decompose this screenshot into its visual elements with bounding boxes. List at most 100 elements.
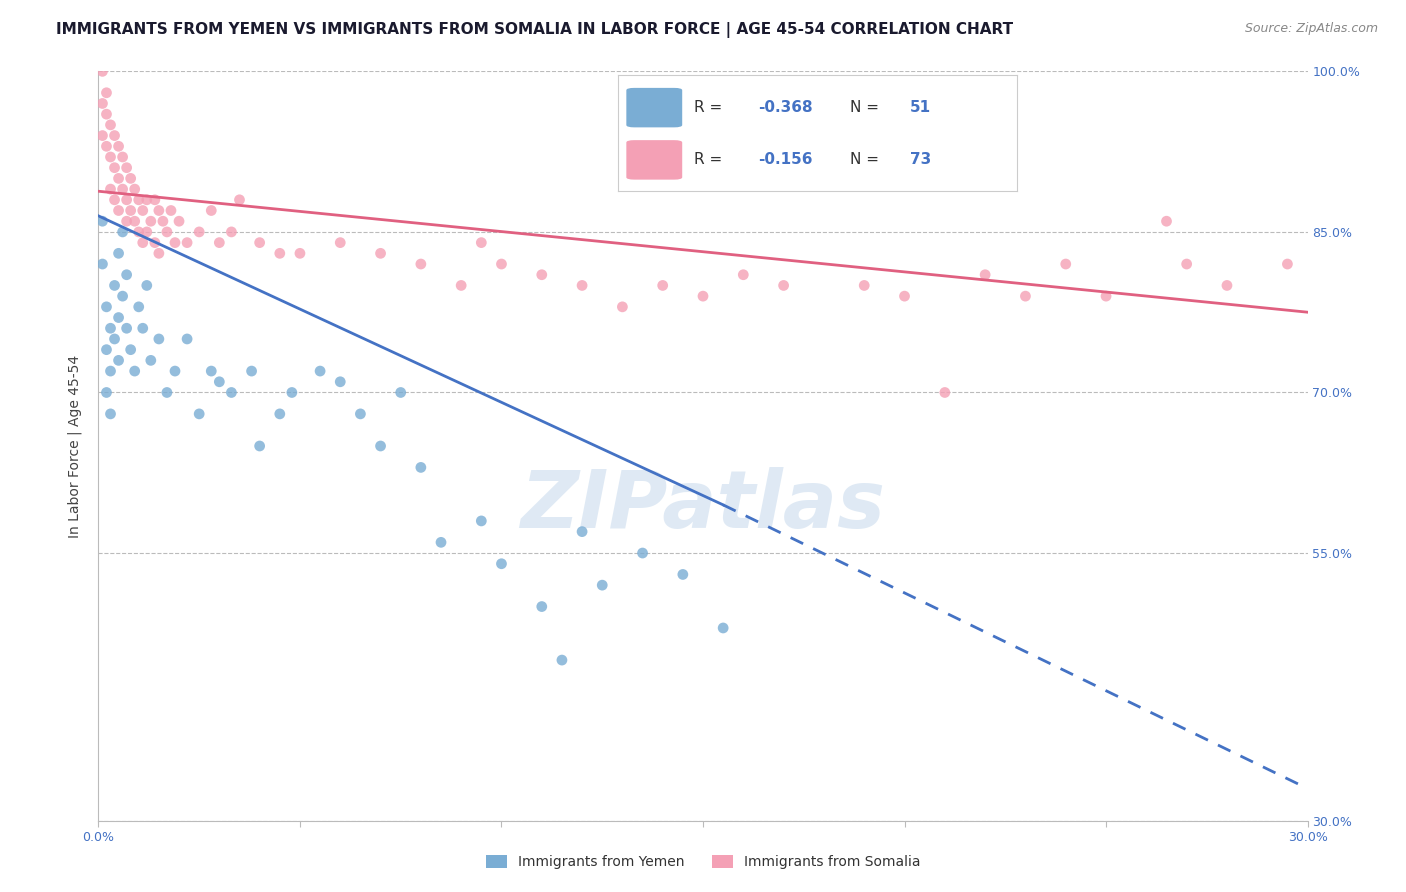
Point [91,214,114,228]
Point [571,524,593,539]
Point [163,235,186,250]
Point [200,203,222,218]
Point [450,278,472,293]
Point [128,193,150,207]
Point [148,203,170,218]
Point [631,546,654,560]
Point [288,246,311,260]
Point [100,321,122,335]
Point [1095,289,1118,303]
Point [115,214,138,228]
Point [163,364,186,378]
Point [96,343,118,357]
Point [571,278,593,293]
Point [135,193,157,207]
Point [103,128,125,143]
Point [91,96,114,111]
Point [491,257,513,271]
Point [100,407,122,421]
Point [389,385,412,400]
Point [349,407,371,421]
Point [491,557,513,571]
Point [120,203,142,218]
Point [188,407,211,421]
Point [200,364,222,378]
Point [974,268,997,282]
Point [430,535,453,549]
Point [1216,278,1239,293]
Text: Source: ZipAtlas.com: Source: ZipAtlas.com [1244,22,1378,36]
Point [1277,257,1299,271]
Point [111,182,134,196]
Text: ZIPatlas: ZIPatlas [520,467,886,545]
Point [269,407,291,421]
Point [100,364,122,378]
Point [96,300,118,314]
Point [176,332,198,346]
Point [103,193,125,207]
Point [240,364,263,378]
Point [148,246,170,260]
Point [100,150,122,164]
Point [228,193,250,207]
Point [409,257,432,271]
Point [470,514,492,528]
Point [124,182,146,196]
Point [132,321,155,335]
Point [124,364,146,378]
Point [96,385,118,400]
Point [221,225,243,239]
Point [128,300,150,314]
Point [309,364,332,378]
Point [551,653,574,667]
Point [612,300,634,314]
Point [934,385,956,400]
Point [530,268,553,282]
Point [160,203,183,218]
Point [221,385,243,400]
Point [135,278,157,293]
Point [249,439,271,453]
Point [733,268,755,282]
Point [135,225,157,239]
Text: IMMIGRANTS FROM YEMEN VS IMMIGRANTS FROM SOMALIA IN LABOR FORCE | AGE 45-54 CORR: IMMIGRANTS FROM YEMEN VS IMMIGRANTS FROM… [56,22,1014,38]
Y-axis label: In Labor Force | Age 45-54: In Labor Force | Age 45-54 [67,354,83,538]
Point [176,235,198,250]
Point [91,64,114,78]
Point [111,289,134,303]
Point [281,385,304,400]
Point [167,214,190,228]
Point [409,460,432,475]
Point [103,161,125,175]
Point [329,375,352,389]
Point [111,150,134,164]
Point [188,225,211,239]
Point [772,278,794,293]
Point [208,235,231,250]
Point [152,214,174,228]
Point [530,599,553,614]
Point [132,203,155,218]
Point [107,139,129,153]
Point [143,235,166,250]
Point [1156,214,1178,228]
Point [143,193,166,207]
Point [269,246,291,260]
Point [107,310,129,325]
Point [591,578,613,592]
Point [672,567,695,582]
Point [370,246,392,260]
Point [893,289,915,303]
Point [1175,257,1198,271]
Point [107,171,129,186]
Point [1054,257,1077,271]
Point [103,278,125,293]
Point [132,235,155,250]
Point [711,621,734,635]
Point [120,171,142,186]
Point [1014,289,1036,303]
Point [156,225,179,239]
Point [249,235,271,250]
Point [128,225,150,239]
Point [115,161,138,175]
